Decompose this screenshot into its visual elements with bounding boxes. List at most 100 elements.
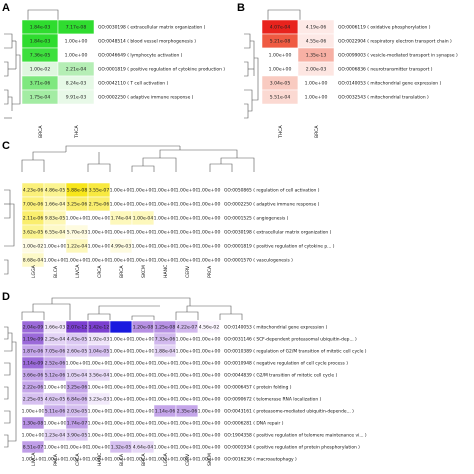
cell-value-a-3-0: 1.00e-02 <box>30 67 51 73</box>
column-label-c-6: HANC <box>163 265 169 278</box>
cell-value-d-3-5: 1.00e+00 <box>132 361 155 367</box>
cell-value-c-2-4: 1.74e-04 <box>111 216 132 222</box>
cell-value-a-1-1: 1.00e+00 <box>65 39 88 45</box>
cell-value-d-10-5: 4.64e-04 <box>133 445 154 451</box>
row-label-a-0: GO:0030198 ( extracellular matrix organi… <box>98 25 206 31</box>
cell-value-d-7-4: 1.00e+00 <box>110 409 133 415</box>
cell-value-a-0-0: 1.84e-03 <box>30 25 51 31</box>
cell-value-c-3-4: 1.00e+00 <box>110 230 133 236</box>
column-label-d-7: CERV <box>185 453 191 466</box>
cell-value-c-1-1: 1.66e-04 <box>45 202 66 208</box>
column-label-d-5: BRCA <box>141 453 147 466</box>
cell-value-d-11-4: 1.00e+00 <box>110 457 133 463</box>
cell-value-b-4-1: 1.00e+00 <box>305 81 328 87</box>
cell-value-a-2-0: 7.36e-05 <box>30 53 51 59</box>
cell-value-d-8-6: 1.00e+00 <box>154 421 177 427</box>
cell-value-d-2-4: 1.00e+00 <box>110 349 133 355</box>
cell-value-d-1-7: 1.00e+00 <box>176 337 199 343</box>
cell-value-c-2-6: 1.00e+00 <box>154 216 177 222</box>
dendrogram-b <box>244 9 301 119</box>
cell-value-c-3-1: 6.55e-04 <box>45 230 66 236</box>
cell-value-d-4-2: 1.05e-04 <box>67 373 88 379</box>
cell-value-d-7-3: 1.00e+00 <box>88 409 111 415</box>
heatmap-cell-d-0-4 <box>109 320 133 334</box>
row-label-d-10: GO:0001934 ( positive regulation of prot… <box>224 445 360 451</box>
cell-value-c-4-4: 4.99e-03 <box>111 244 132 250</box>
row-label-d-4: GO:0044839 ( G2/M transition of mitotic … <box>224 373 337 379</box>
cell-value-b-2-1: 1.35e-13 <box>306 53 327 59</box>
column-label-c-4: BRCA <box>119 265 125 278</box>
row-label-d-0: GO:0140053 ( mitochondrial gene expressi… <box>224 325 327 331</box>
cell-value-d-9-3: 1.00e+00 <box>88 433 111 439</box>
cell-value-d-9-8: 1.00e+00 <box>198 433 221 439</box>
cell-value-c-5-6: 1.00e+00 <box>154 258 177 264</box>
cell-value-d-8-2: 1.74e-07 <box>67 421 88 427</box>
heatmap-cell-c-5-8 <box>197 252 221 268</box>
cell-value-c-0-6: 1.00e+00 <box>154 188 177 194</box>
heatmap-cell-a-5-1 <box>57 89 95 105</box>
cell-value-d-3-7: 1.00e+00 <box>176 361 199 367</box>
cell-value-c-0-0: 4.23e-06 <box>23 188 44 194</box>
heatmap-panel-d: 2.04e-09 1.66e-03 2.07e-12 1.42e-12 1.20e-08… <box>22 320 367 466</box>
heatmap-panel-a: 1.84e-03 7.17e-08 GO:0030198 ( extracellul… <box>21 19 225 139</box>
cell-value-c-3-7: 1.00e+00 <box>176 230 199 236</box>
column-label-d-3: HANC <box>97 453 103 466</box>
cell-value-c-1-8: 1.00e+00 <box>198 202 221 208</box>
cell-value-d-2-6: 1.88e-04 <box>155 349 176 355</box>
row-label-b-3: GO:0006836 ( neurotransmitter transport … <box>338 67 433 73</box>
cell-value-c-5-8: 1.00e+00 <box>198 258 221 264</box>
cell-value-d-2-0: 1.87e-06 <box>23 349 44 355</box>
cell-value-d-6-7: 1.00e+00 <box>176 397 199 403</box>
row-label-c-2: GO:0001525 ( angiogenesis ) <box>224 216 289 222</box>
cell-value-d-6-8: 1.00e+00 <box>198 397 221 403</box>
cell-value-d-11-3: 1.00e+00 <box>88 457 111 463</box>
column-label-d-8: SKCM <box>207 453 213 466</box>
cell-value-c-1-5: 1.00e+00 <box>132 202 155 208</box>
cell-value-d-6-1: 4.62e-05 <box>45 397 66 403</box>
cell-value-d-11-0: 1.00e+00 <box>22 457 45 463</box>
cell-value-c-4-7: 1.00e+00 <box>176 244 199 250</box>
cell-value-b-0-0: 4.07e-04 <box>270 25 291 31</box>
cell-value-d-4-1: 5.12e-06 <box>45 373 66 379</box>
cell-value-d-9-7: 1.00e+00 <box>176 433 199 439</box>
cell-value-d-11-5: 1.00e+00 <box>132 457 155 463</box>
cell-value-c-0-5: 1.00e+00 <box>132 188 155 194</box>
row-label-c-0: GO:0050865 ( regulation of cell activati… <box>224 188 320 194</box>
cell-value-d-8-3: 1.00e+00 <box>88 421 111 427</box>
row-label-d-8: GO:0006281 ( DNA repair ) <box>224 421 284 427</box>
cell-value-d-3-4: 1.00e+00 <box>110 361 133 367</box>
column-label-c-3: CRCA <box>97 265 103 278</box>
row-label-d-11: GO:0016236 ( macroautophagy ) <box>224 457 297 463</box>
cell-value-d-0-8: 4.56e-02 <box>199 325 220 331</box>
dendrogram-c <box>4 145 255 275</box>
column-label-b-0: THCA <box>278 125 284 139</box>
column-label-c-2: LIVCA <box>75 264 81 278</box>
column-label-c-7: CERV <box>185 265 191 278</box>
cell-value-d-5-0: 2.22e-06 <box>23 385 44 391</box>
cell-value-d-0-6: 1.25e-08 <box>155 325 176 331</box>
cell-value-b-0-1: 4.19e-06 <box>306 25 327 31</box>
cell-value-d-10-0: 8.51e-07 <box>23 445 44 451</box>
cell-value-d-9-1: 1.23e-04 <box>45 433 66 439</box>
cell-value-b-4-0: 3.04e-05 <box>270 81 291 87</box>
cell-value-d-9-2: 3.90e-05 <box>67 433 88 439</box>
panel-label-b: B <box>237 2 245 14</box>
cell-value-d-4-6: 1.00e+00 <box>154 373 177 379</box>
cell-value-d-3-3: 1.00e+00 <box>88 361 111 367</box>
cell-value-c-1-2: 3.25e-06 <box>67 202 88 208</box>
cell-value-d-11-1: 1.00e+00 <box>44 457 67 463</box>
row-label-a-5: GO:0002250 ( adaptive immune response ) <box>98 95 194 101</box>
cell-value-c-5-0: 8.68e-04 <box>23 258 44 264</box>
cell-value-d-3-2: 1.00e+00 <box>66 361 89 367</box>
cell-value-d-4-8: 1.00e+00 <box>198 373 221 379</box>
cell-value-d-0-1: 1.66e-03 <box>45 325 66 331</box>
cell-value-d-8-7: 1.00e+00 <box>176 421 199 427</box>
column-label-a-0: BRCA <box>38 125 44 138</box>
cell-value-d-5-4: 1.00e+00 <box>110 385 133 391</box>
cell-value-d-3-6: 1.00e+00 <box>154 361 177 367</box>
cell-value-d-6-6: 1.00e+00 <box>154 397 177 403</box>
cell-value-d-3-1: 2.52e-06 <box>45 361 66 367</box>
cell-value-d-1-2: 4.43e-05 <box>67 337 88 343</box>
cell-value-a-2-1: 1.00e+00 <box>65 53 88 59</box>
